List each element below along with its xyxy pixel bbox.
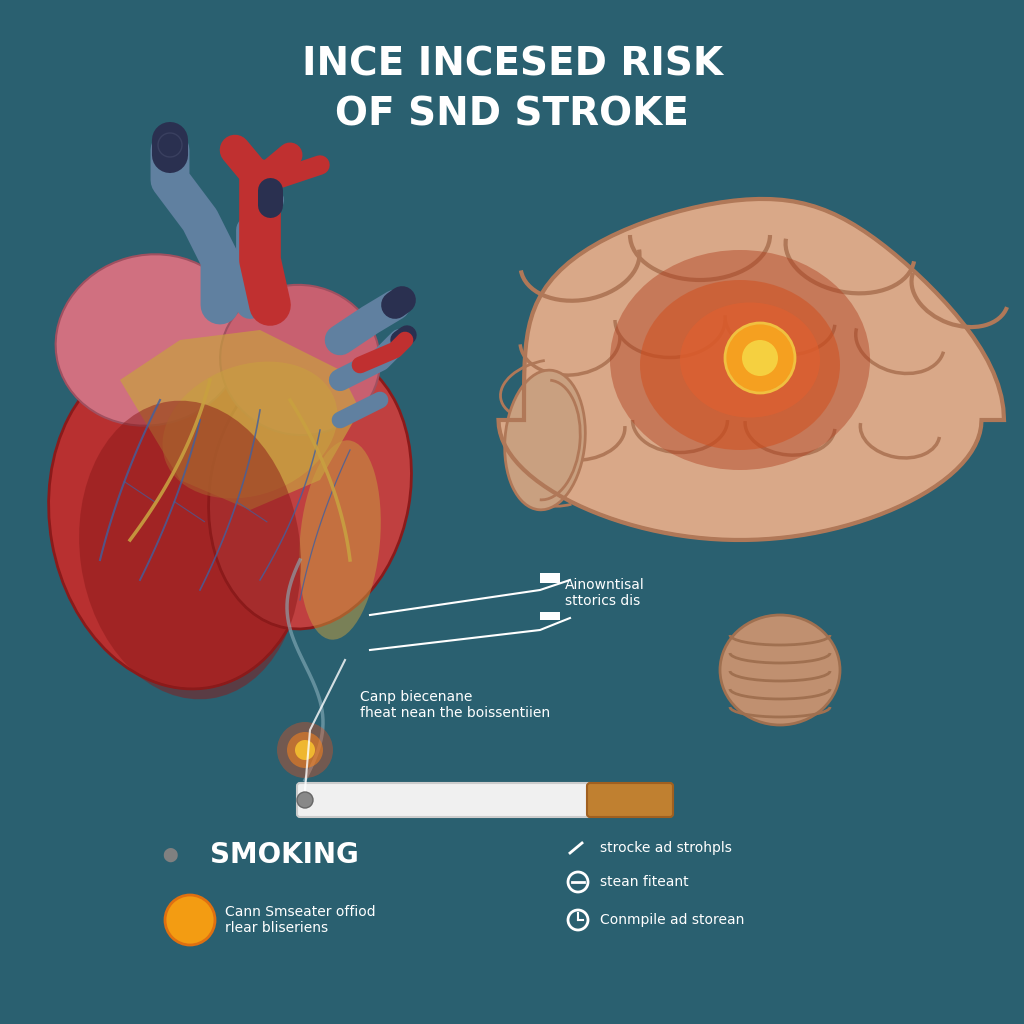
Text: Conmpile ad storean: Conmpile ad storean (600, 913, 744, 927)
FancyBboxPatch shape (540, 573, 560, 583)
Circle shape (278, 722, 333, 778)
Circle shape (287, 732, 323, 768)
Text: Canp biecenane
fheat nean the boissentiien: Canp biecenane fheat nean the boissentii… (360, 690, 550, 720)
Text: Cann Smseater offiod
rlear bliseriens: Cann Smseater offiod rlear bliseriens (225, 905, 376, 935)
Ellipse shape (220, 285, 380, 435)
Ellipse shape (163, 361, 338, 499)
Ellipse shape (610, 250, 870, 470)
Text: stean fiteant: stean fiteant (600, 874, 688, 889)
Ellipse shape (720, 615, 840, 725)
Text: OF SND STROKE: OF SND STROKE (335, 96, 689, 134)
Circle shape (725, 323, 795, 393)
Circle shape (742, 340, 778, 376)
Ellipse shape (299, 440, 381, 640)
Ellipse shape (48, 351, 311, 689)
Text: Ainowntisal
sttorics dis: Ainowntisal sttorics dis (565, 578, 645, 608)
Ellipse shape (505, 371, 586, 510)
Text: INCE INCESED RISK: INCE INCESED RISK (301, 46, 723, 84)
Circle shape (158, 133, 182, 157)
Ellipse shape (680, 302, 820, 418)
Ellipse shape (640, 280, 840, 450)
FancyBboxPatch shape (587, 783, 673, 817)
Ellipse shape (79, 400, 301, 699)
Ellipse shape (55, 254, 245, 426)
Text: strocke ad strohpls: strocke ad strohpls (600, 841, 732, 855)
FancyBboxPatch shape (540, 612, 560, 620)
Circle shape (295, 740, 315, 760)
Text: ⬤: ⬤ (162, 848, 178, 862)
Ellipse shape (209, 351, 412, 629)
Polygon shape (120, 330, 360, 510)
Circle shape (165, 895, 215, 945)
FancyBboxPatch shape (297, 783, 593, 817)
Text: SMOKING: SMOKING (210, 841, 358, 869)
Polygon shape (499, 199, 1004, 540)
Circle shape (297, 792, 313, 808)
